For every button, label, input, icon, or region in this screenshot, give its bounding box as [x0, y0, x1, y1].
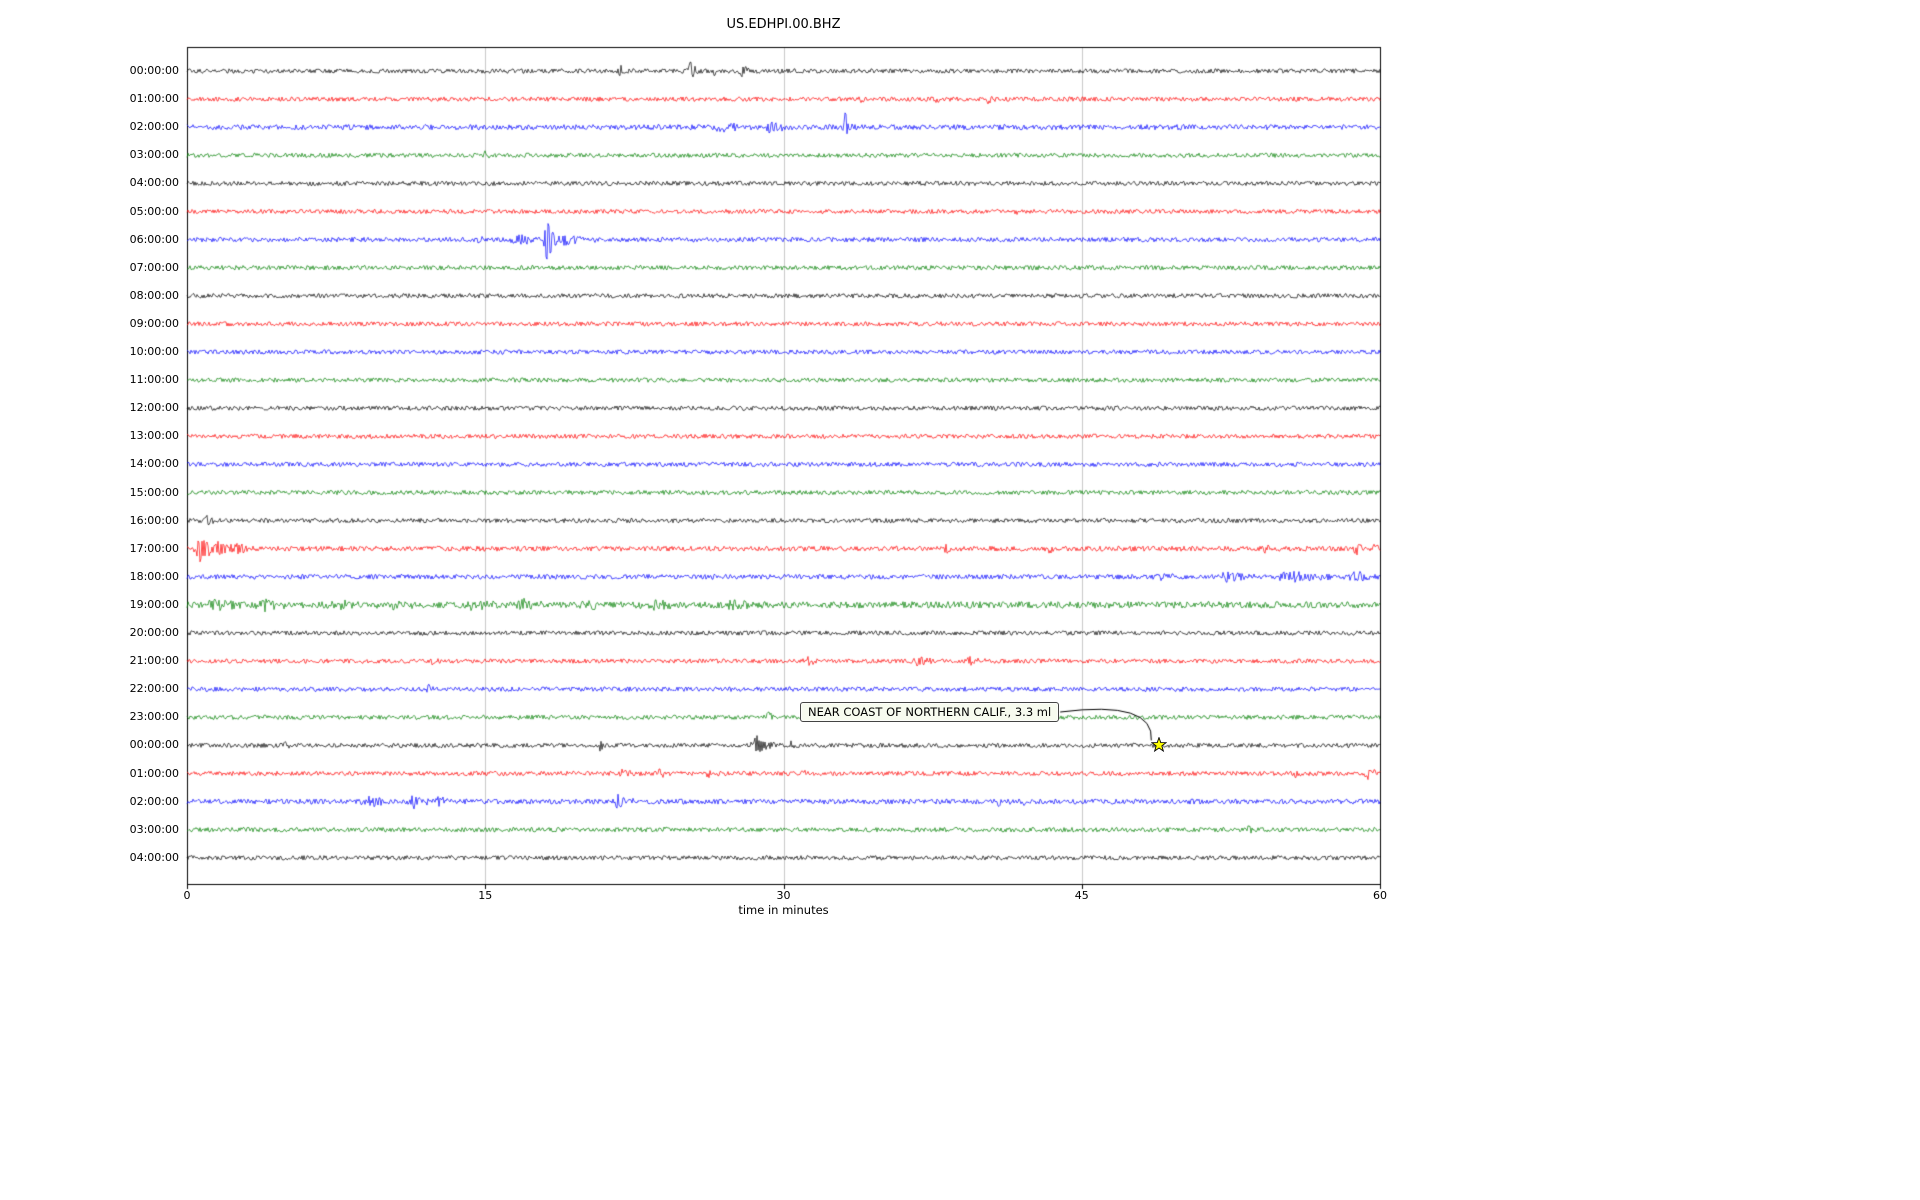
row-label: 16:00:00	[129, 513, 179, 527]
event-annotation: NEAR COAST OF NORTHERN CALIF., 3.3 ml	[800, 702, 1060, 722]
row-label: 18:00:00	[129, 569, 179, 583]
row-label: 13:00:00	[129, 429, 179, 443]
x-tick-label: 15	[478, 889, 493, 902]
row-label: 03:00:00	[129, 148, 179, 162]
row-label: 10:00:00	[129, 345, 179, 358]
row-label: 04:00:00	[129, 176, 179, 190]
row-label: 23:00:00	[129, 710, 179, 724]
row-label: 14:00:00	[129, 457, 179, 471]
row-label: 07:00:00	[129, 260, 179, 274]
x-tick-label: 0	[183, 889, 191, 902]
row-label: 21:00:00	[129, 654, 179, 668]
row-label: 20:00:00	[129, 626, 179, 639]
x-axis-label: time in minutes	[738, 903, 829, 917]
row-label: 09:00:00	[129, 316, 179, 330]
row-label: 17:00:00	[129, 541, 179, 555]
row-label: 19:00:00	[129, 597, 179, 611]
row-label: 01:00:00	[129, 92, 179, 106]
row-label: 01:00:00	[129, 766, 179, 780]
row-label: 22:00:00	[129, 682, 179, 696]
row-label: 00:00:00	[129, 64, 179, 77]
event-star-icon	[1151, 737, 1168, 753]
row-label: 06:00:00	[129, 232, 179, 246]
row-label: 05:00:00	[129, 204, 179, 218]
row-label: 00:00:00	[129, 738, 179, 752]
x-tick-label: 60	[1373, 889, 1387, 902]
row-label: 08:00:00	[129, 288, 179, 302]
row-label: 02:00:00	[129, 794, 179, 808]
plot-title: US.EDHPI.00.BHZ	[726, 17, 841, 32]
row-label: 15:00:00	[129, 485, 179, 499]
row-label: 03:00:00	[129, 822, 179, 836]
row-label: 02:00:00	[129, 120, 179, 134]
x-tick-label: 45	[1074, 889, 1089, 902]
row-label: 04:00:00	[129, 850, 179, 864]
x-tick-label: 30	[776, 889, 791, 902]
row-label: 11:00:00	[129, 373, 179, 387]
row-label: 12:00:00	[129, 401, 179, 415]
